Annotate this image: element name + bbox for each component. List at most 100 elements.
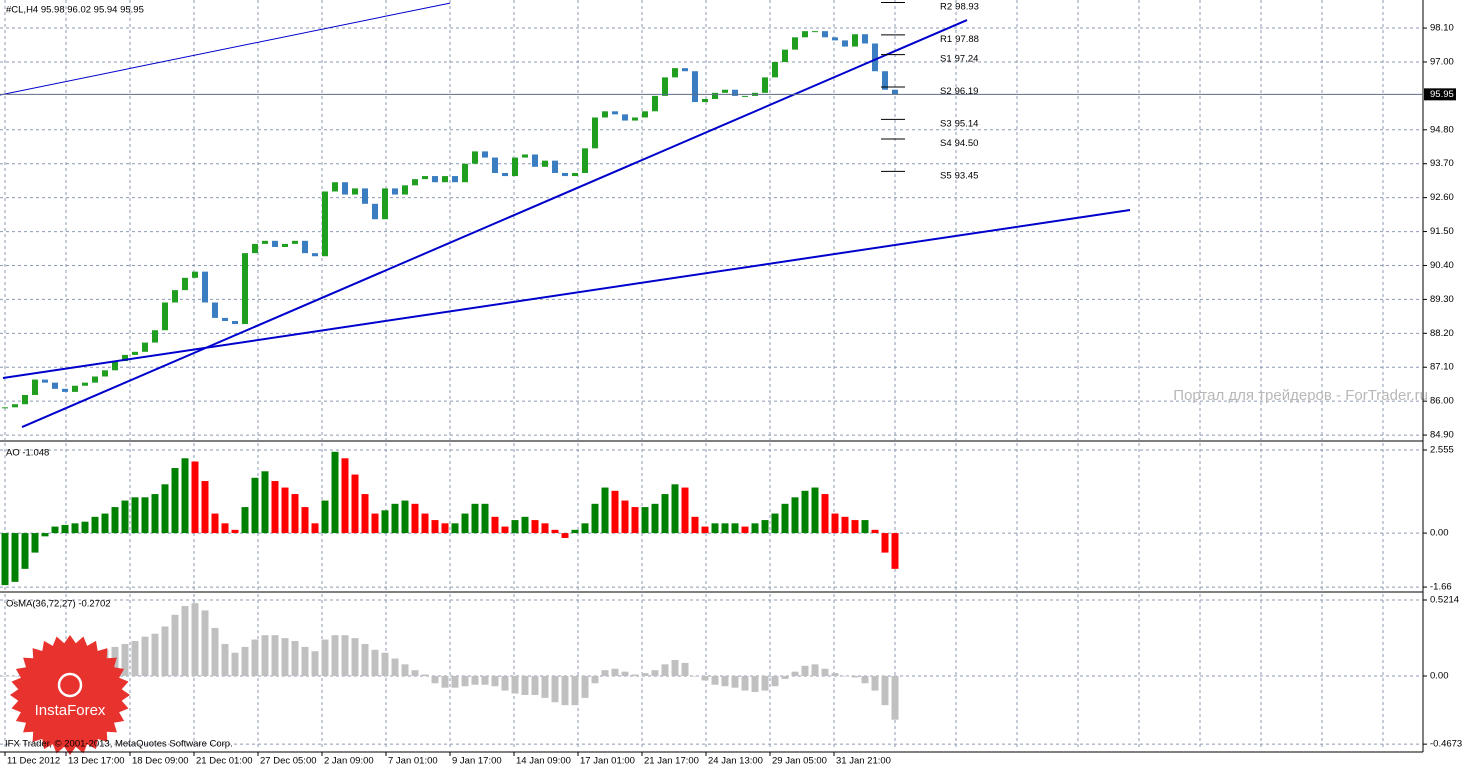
pivot-name: S3 xyxy=(940,118,952,129)
histogram-bar xyxy=(341,458,349,534)
histogram-bar xyxy=(751,523,759,534)
candle xyxy=(372,203,378,220)
histogram-bar xyxy=(171,614,179,677)
candle xyxy=(2,407,8,409)
histogram-bar xyxy=(151,494,159,534)
x-tick-label: 31 Jan 21:00 xyxy=(836,756,891,767)
candle xyxy=(652,95,658,112)
histogram-bar xyxy=(151,633,159,677)
histogram-bar xyxy=(271,481,279,534)
candle xyxy=(502,172,508,177)
x-tick-label: 14 Jan 09:00 xyxy=(516,756,571,767)
histogram-bar xyxy=(371,513,379,534)
candle xyxy=(382,188,388,220)
histogram-bar xyxy=(841,516,849,534)
histogram-bar xyxy=(821,494,829,534)
candle xyxy=(352,188,358,195)
histogram-bar xyxy=(881,676,889,706)
candle xyxy=(852,34,858,47)
histogram-bar xyxy=(51,526,59,534)
candle xyxy=(472,151,478,164)
candle xyxy=(672,68,678,78)
y-tick-label: 84.90 xyxy=(1430,430,1454,441)
x-tick-label: 11 Dec 2012 xyxy=(7,756,60,767)
histogram-bar xyxy=(211,513,219,534)
histogram-bar xyxy=(301,646,309,677)
histogram-bar xyxy=(371,649,379,677)
histogram-bar xyxy=(191,603,199,677)
histogram-bar xyxy=(641,507,649,534)
histogram-bar xyxy=(11,676,19,677)
histogram-bar xyxy=(661,494,669,534)
histogram-bar xyxy=(591,676,599,684)
candle xyxy=(552,160,558,173)
histogram-bar xyxy=(731,523,739,534)
histogram-bar xyxy=(681,487,689,534)
candle xyxy=(162,302,168,331)
candle xyxy=(432,176,438,183)
histogram-bar xyxy=(141,497,149,534)
candle xyxy=(152,330,158,343)
histogram-bar xyxy=(41,533,49,537)
histogram-bar xyxy=(741,526,749,534)
histogram-bar xyxy=(1,676,9,677)
pivot-value: 93.45 xyxy=(955,170,979,181)
histogram-bar xyxy=(311,651,319,677)
histogram-bar xyxy=(851,676,859,678)
candle xyxy=(572,172,578,177)
candle xyxy=(582,148,588,173)
histogram-bar xyxy=(191,461,199,534)
candle xyxy=(822,31,828,38)
histogram-bar xyxy=(131,641,139,677)
histogram-bar xyxy=(751,676,759,693)
x-tick-label: 7 Jan 01:00 xyxy=(388,756,438,767)
candle xyxy=(532,154,538,167)
histogram-bar xyxy=(691,676,699,677)
histogram-bar xyxy=(531,676,539,695)
x-tick-label: 24 Jan 13:00 xyxy=(708,756,763,767)
histogram-bar xyxy=(631,674,639,677)
pivot-value: 94.50 xyxy=(955,138,979,149)
candle xyxy=(222,317,228,321)
y-tick-label: 0.5214 xyxy=(1430,595,1459,606)
histogram-bar xyxy=(231,529,239,534)
candle xyxy=(412,179,418,186)
histogram-bar xyxy=(381,652,389,677)
histogram-bar xyxy=(681,662,689,677)
candle xyxy=(82,382,88,386)
candle xyxy=(262,240,268,244)
histogram-bar xyxy=(361,494,369,534)
candle xyxy=(632,117,638,121)
y-tick-label: 88.20 xyxy=(1430,328,1454,339)
trend-line xyxy=(21,19,968,428)
candle xyxy=(742,95,748,97)
histogram-bar xyxy=(251,639,259,677)
y-tick-label: -0.4673 xyxy=(1430,739,1462,750)
pivot-name: S2 xyxy=(940,85,952,96)
histogram-bar xyxy=(591,503,599,534)
pivot-name: S5 xyxy=(940,170,952,181)
candle xyxy=(562,172,568,177)
panel-title: #CL,H4 95.98 96.02 95.94 95.95 xyxy=(6,5,144,16)
histogram-bar xyxy=(431,520,439,534)
histogram-bar xyxy=(481,503,489,534)
candle xyxy=(802,31,808,38)
candle xyxy=(542,160,548,167)
histogram-bar xyxy=(781,503,789,534)
histogram-bar xyxy=(601,487,609,534)
histogram-bar xyxy=(611,490,619,534)
histogram-bar xyxy=(771,513,779,534)
y-tick-label: 98.10 xyxy=(1430,23,1454,34)
y-tick-label: 87.10 xyxy=(1430,362,1454,373)
y-tick-label: -1.66 xyxy=(1430,582,1452,593)
histogram-bar xyxy=(651,503,659,534)
histogram-bar xyxy=(281,638,289,677)
histogram-bar xyxy=(401,500,409,534)
histogram-bar xyxy=(891,676,899,720)
panel-title: OsMA(36,72,27) -0.2702 xyxy=(6,599,111,610)
histogram-bar xyxy=(301,507,309,534)
histogram-bar xyxy=(291,494,299,534)
histogram-bar xyxy=(231,652,239,677)
candle xyxy=(862,34,868,44)
candle xyxy=(232,320,238,325)
